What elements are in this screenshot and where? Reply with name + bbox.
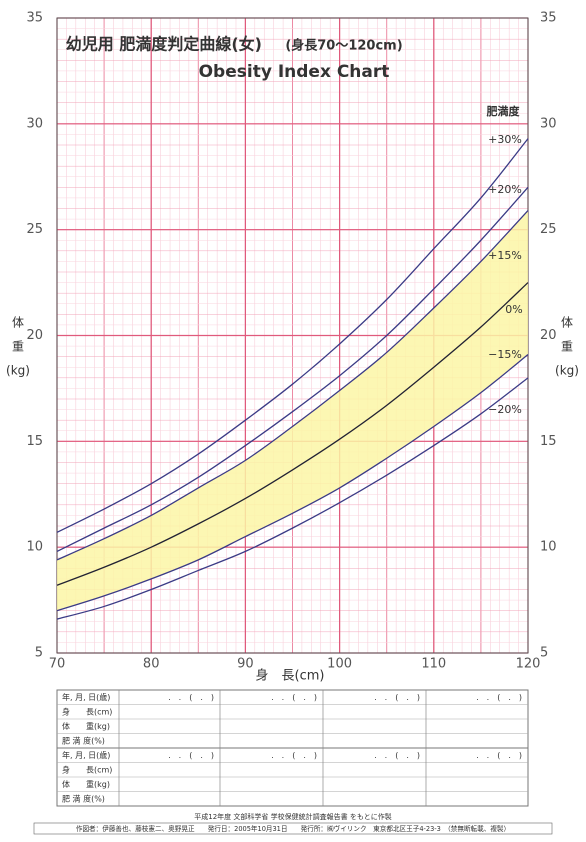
line	[56, 354, 529, 612]
line	[56, 210, 529, 561]
x-axis-label: 身 長(cm)	[256, 668, 325, 684]
line	[56, 138, 529, 533]
title-range: (身長70〜120cm)	[285, 38, 402, 54]
series-label: +20%	[488, 183, 522, 196]
chart-title: 幼児用 肥満度判定曲線(女)	[66, 35, 262, 54]
y-axis-label: 重	[12, 340, 24, 354]
series-label: +15%	[488, 249, 522, 262]
line	[56, 186, 529, 552]
legend-title: 肥満度	[487, 104, 521, 118]
y-tick-label: 25	[26, 222, 43, 237]
row-label: 体 重(kg)	[62, 779, 110, 789]
y-tick-label: 5	[35, 646, 43, 661]
plot	[56, 138, 529, 620]
y-tick-label: 25	[540, 222, 557, 237]
y-tick-label: 15	[26, 434, 43, 449]
date-placeholder: . . ( . )	[271, 751, 317, 760]
y-tick-label: 10	[26, 540, 43, 555]
series-label: −20%	[488, 403, 522, 416]
row-label: 年, 月, 日(歳)	[62, 750, 110, 760]
x-tick-label: 120	[516, 657, 541, 672]
date-placeholder: . . ( . )	[374, 693, 420, 702]
x-tick-label: 70	[49, 657, 66, 672]
row-label: 肥 満 度(%)	[62, 735, 105, 745]
y-tick-label: 5	[540, 646, 548, 661]
y-tick-label: 35	[540, 11, 557, 26]
y-axis-label: 体	[12, 316, 24, 330]
date-placeholder: . . ( . )	[168, 693, 214, 702]
date-placeholder: . . ( . )	[476, 751, 522, 760]
y-tick-label: 10	[540, 540, 557, 555]
footer-source: 平成12年度 文部科学省 学校保健統計調査報告書 をもとに作製	[194, 812, 391, 821]
row-label: 身 長(cm)	[62, 706, 112, 716]
date-placeholder: . . ( . )	[168, 751, 214, 760]
row-label: 肥 満 度(%)	[62, 793, 105, 803]
y-tick-label: 35	[26, 11, 43, 26]
y-axis-label: (kg)	[555, 364, 579, 378]
y-tick-label: 30	[540, 116, 557, 131]
series-label: 0%	[505, 303, 522, 316]
y-axis-label: (kg)	[6, 364, 30, 378]
date-placeholder: . . ( . )	[374, 751, 420, 760]
line	[56, 377, 529, 620]
x-tick-label: 100	[327, 657, 352, 672]
line	[56, 282, 529, 586]
row-label: 身 長(cm)	[62, 764, 112, 774]
y-tick-label: 30	[26, 116, 43, 131]
x-tick-label: 110	[421, 657, 446, 672]
chart-subtitle: Obesity Index Chart	[199, 62, 390, 82]
band	[57, 210, 528, 611]
y-axis-label: 重	[561, 340, 573, 354]
y-tick-label: 20	[26, 328, 43, 343]
date-placeholder: . . ( . )	[476, 693, 522, 702]
y-tick-label: 15	[540, 434, 557, 449]
x-tick-label: 80	[143, 657, 160, 672]
record-table: 年, 月, 日(歳) . . ( . ) . . ( . ) . . ( . ) . .…	[56, 689, 529, 807]
row-label: 年, 月, 日(歳)	[62, 692, 110, 702]
row-label: 体 重(kg)	[62, 721, 110, 731]
y-axis-label: 体	[561, 316, 573, 330]
x-tick-label: 90	[237, 657, 254, 672]
series-label: −15%	[488, 348, 522, 361]
footer-box	[33, 822, 553, 835]
series-label: +30%	[488, 133, 522, 146]
footer-credits: 作図者：伊藤善也、藤枝憲二、奥野晃正 発行日：2005年10月31日 発行所：㈱…	[76, 824, 510, 833]
y-tick-label: 20	[540, 328, 557, 343]
date-placeholder: . . ( . )	[271, 693, 317, 702]
